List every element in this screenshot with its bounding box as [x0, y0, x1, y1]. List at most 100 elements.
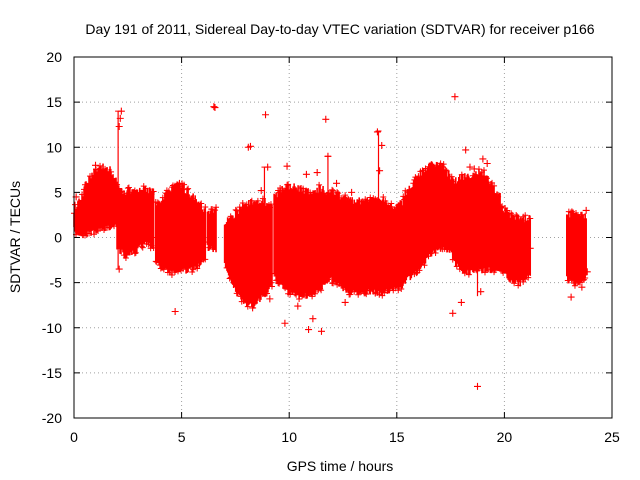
data-point: [296, 296, 303, 303]
data-point: [91, 231, 98, 238]
data-segment: [497, 203, 534, 289]
data-point: [366, 287, 373, 294]
data-point: [526, 244, 534, 252]
data-point: [209, 206, 216, 213]
data-point: [264, 163, 272, 171]
y-tick-label: -10: [42, 320, 62, 336]
data-point: [316, 181, 323, 188]
data-point: [268, 283, 275, 290]
data-point: [244, 303, 251, 310]
data-point: [398, 286, 405, 293]
data-point: [387, 203, 394, 210]
data-point: [449, 178, 456, 185]
data-point: [380, 194, 387, 201]
y-tick-label: 15: [46, 94, 62, 110]
data-point: [522, 212, 529, 219]
data-segment: [152, 180, 209, 278]
data-segment: [271, 181, 333, 303]
x-tick-label: 10: [281, 429, 297, 445]
data-point: [108, 168, 115, 175]
data-point: [465, 271, 472, 278]
data-point: [477, 288, 485, 296]
data-point: [378, 141, 386, 149]
data-point: [189, 195, 196, 202]
data-segment: [206, 204, 220, 253]
y-tick-label: 0: [54, 230, 62, 246]
data-point: [185, 185, 192, 192]
data-point: [198, 200, 205, 207]
data-point: [577, 279, 584, 286]
data-point: [233, 207, 240, 214]
x-tick-label: 25: [604, 429, 620, 445]
data-point: [202, 204, 209, 211]
data-point: [150, 188, 157, 195]
data-point: [479, 155, 487, 163]
data-point: [522, 276, 529, 283]
data-point: [466, 163, 474, 171]
data-point: [292, 186, 299, 193]
data-segment: [564, 208, 589, 289]
data-segment: [449, 166, 502, 278]
data-point: [152, 258, 159, 265]
data-point: [300, 291, 307, 298]
data-point: [462, 146, 470, 154]
data-point: [462, 266, 469, 273]
data-point: [276, 189, 283, 196]
data-point: [152, 234, 160, 241]
data-point: [376, 167, 384, 175]
x-axis-title: GPS time / hours: [287, 458, 394, 474]
data-point: [305, 326, 313, 334]
data-segment: [114, 183, 157, 261]
data-point: [334, 189, 341, 196]
y-tick-label: -15: [42, 365, 62, 381]
data-point: [388, 200, 395, 207]
data-point: [181, 181, 188, 188]
data-point: [514, 213, 521, 220]
data-points: [71, 93, 591, 390]
data-point: [578, 283, 586, 291]
data-point: [525, 274, 532, 281]
data-point: [395, 287, 402, 294]
data-point: [171, 308, 179, 316]
data-point: [165, 188, 172, 195]
data-point: [491, 182, 498, 189]
data-point: [318, 287, 325, 294]
data-point: [199, 238, 207, 246]
data-point: [72, 201, 79, 208]
data-point: [160, 266, 167, 273]
y-tick-label: -20: [42, 410, 62, 426]
data-point: [125, 184, 132, 191]
data-point: [329, 186, 336, 193]
data-point: [571, 282, 578, 289]
data-point: [312, 290, 319, 297]
data-point: [115, 265, 123, 273]
data-point: [341, 298, 349, 306]
data-point: [206, 244, 213, 251]
data-point: [193, 262, 200, 269]
data-point: [513, 212, 520, 219]
data-point: [351, 288, 358, 295]
data-point: [582, 206, 590, 214]
data-point: [184, 186, 191, 193]
data-point: [313, 169, 321, 177]
data-point: [212, 207, 219, 214]
data-point: [139, 244, 146, 251]
data-point: [437, 160, 444, 167]
data-point: [579, 211, 586, 218]
data-point: [115, 122, 123, 130]
data-point: [335, 190, 342, 197]
x-tick-label: 0: [70, 429, 78, 445]
data-point: [511, 280, 518, 287]
data-point: [330, 187, 337, 194]
data-point: [564, 277, 571, 284]
data-point: [117, 107, 125, 115]
data-point: [266, 295, 274, 303]
data-point: [342, 192, 349, 199]
data-point: [421, 262, 428, 269]
data-point: [283, 162, 291, 170]
data-point: [427, 250, 434, 257]
x-tick-label: 5: [178, 429, 186, 445]
data-point: [302, 170, 310, 178]
data-point: [481, 269, 488, 276]
